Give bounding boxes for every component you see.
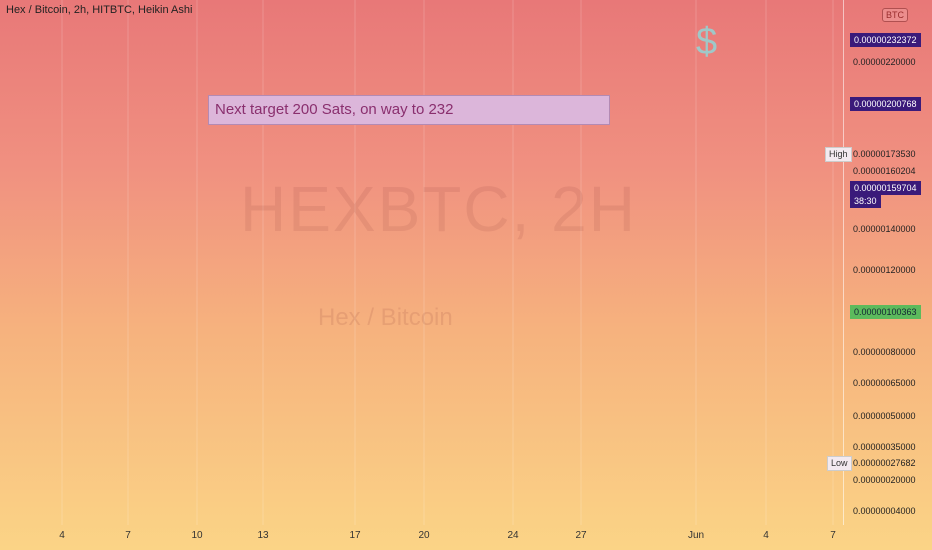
y-tick-label: 0.00000050000	[853, 411, 916, 421]
price-chart[interactable]	[0, 0, 932, 525]
x-tick-label: 4	[59, 530, 65, 541]
y-tick-label: 0.00000080000	[853, 347, 916, 357]
x-tick-label: 10	[191, 530, 203, 541]
x-tick-label: 4	[763, 530, 769, 541]
symbol-desc-watermark: Hex / Bitcoin	[318, 304, 453, 331]
y-tick-label: 0.00000140000	[853, 224, 916, 234]
x-tick-label: Jun	[687, 530, 705, 541]
y-tick-label: 0.00000020000	[853, 475, 916, 485]
dollar-icon: $	[696, 21, 718, 63]
support-price-tag[interactable]: 0.00000100363	[850, 305, 921, 319]
x-tick-label: 7	[830, 530, 836, 541]
countdown-tag: 38:30	[850, 195, 881, 208]
y-tick-label: 0.00000065000	[853, 378, 916, 388]
x-tick-label: 27	[575, 530, 587, 541]
price-axis-border	[843, 0, 844, 525]
y-tick-label: 0.00000004000	[853, 506, 916, 516]
x-tick-label: 24	[507, 530, 519, 541]
chart-title: Hex / Bitcoin, 2h, HITBTC, Heikin Ashi	[6, 4, 193, 16]
high-value: 0.00000173530	[853, 149, 916, 159]
y-tick-label: 0.00000035000	[853, 442, 916, 452]
high-label: High	[825, 147, 852, 162]
target-note[interactable]: Next target 200 Sats, on way to 232	[208, 95, 610, 125]
x-tick-label: 13	[257, 530, 269, 541]
x-tick-label: 7	[125, 530, 131, 541]
low-value: 0.00000027682	[853, 458, 916, 468]
currency-badge[interactable]: BTC	[882, 8, 908, 22]
target-price-tag[interactable]: 0.00000232372	[850, 33, 921, 47]
current-price-tag[interactable]: 0.00000159704	[850, 181, 921, 195]
y-tick-label: 0.00000120000	[853, 265, 916, 275]
y-tick-label: 0.00000220000	[853, 57, 916, 67]
symbol-watermark: HEXBTC, 2H	[240, 173, 637, 245]
low-label: Low	[827, 456, 852, 471]
x-tick-label: 17	[349, 530, 361, 541]
target-price-tag[interactable]: 0.00000200768	[850, 97, 921, 111]
x-tick-label: 20	[418, 530, 430, 541]
price-label: 0.00000160204	[853, 166, 916, 176]
